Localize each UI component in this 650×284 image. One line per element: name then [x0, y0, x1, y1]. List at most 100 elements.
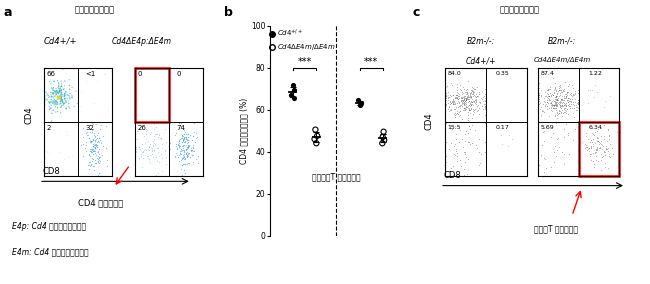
Point: [137, 149, 148, 154]
Point: [480, 87, 490, 91]
Point: [534, 97, 544, 102]
Point: [152, 158, 162, 163]
Point: [142, 70, 153, 74]
Text: 2: 2: [47, 125, 51, 131]
Point: [82, 136, 92, 141]
Point: [555, 82, 566, 87]
Point: [441, 103, 452, 107]
Point: [187, 148, 197, 152]
Point: [546, 93, 556, 97]
Point: [594, 146, 604, 151]
Point: [92, 145, 102, 150]
Point: [458, 101, 469, 105]
Point: [177, 139, 188, 144]
Point: [144, 144, 154, 149]
Point: [179, 143, 189, 147]
Point: [83, 136, 94, 140]
Point: [454, 110, 464, 114]
Point: [179, 154, 190, 158]
Point: [545, 101, 556, 105]
Point: [457, 98, 467, 102]
Point: [44, 79, 55, 84]
Point: [56, 88, 66, 93]
Point: [441, 93, 451, 98]
Point: [93, 131, 103, 136]
Point: [186, 148, 196, 153]
Point: [595, 141, 605, 145]
Point: [560, 122, 571, 126]
Point: [536, 94, 546, 98]
Point: [472, 103, 482, 108]
Point: [450, 101, 460, 106]
Point: [161, 149, 171, 153]
Point: [447, 82, 457, 87]
Point: [180, 130, 190, 134]
Point: [174, 151, 185, 156]
Point: [55, 95, 65, 99]
Point: [89, 142, 99, 147]
Point: [549, 95, 560, 99]
Point: [534, 91, 544, 95]
Point: [80, 145, 90, 150]
Point: [163, 150, 174, 155]
Point: [471, 99, 481, 104]
Point: [163, 138, 174, 143]
Point: [456, 95, 467, 100]
Point: [148, 139, 158, 144]
Point: [544, 97, 554, 102]
Point: [452, 108, 463, 113]
Point: [448, 99, 459, 103]
Point: [53, 97, 64, 101]
Point: [88, 138, 98, 142]
Text: 26: 26: [138, 125, 147, 131]
Point: [93, 153, 103, 158]
Point: [467, 101, 477, 106]
Point: [55, 93, 65, 98]
Point: [156, 136, 166, 141]
Point: [567, 96, 577, 101]
Point: [179, 162, 189, 166]
Point: [144, 144, 154, 149]
Point: [554, 83, 565, 88]
Point: [455, 108, 465, 113]
Point: [592, 128, 602, 133]
Point: [177, 156, 188, 160]
Point: [466, 103, 476, 107]
Point: [47, 95, 57, 99]
Point: [165, 147, 176, 151]
Point: [47, 86, 58, 91]
Point: [46, 106, 56, 110]
Point: [571, 108, 581, 112]
Point: [573, 149, 583, 154]
Text: ***: ***: [298, 57, 311, 66]
Point: [136, 145, 147, 150]
Point: [174, 153, 184, 158]
Point: [590, 95, 600, 99]
Point: [584, 149, 595, 153]
Point: [601, 144, 611, 149]
Point: [557, 89, 567, 93]
Point: [588, 151, 599, 156]
Point: [551, 106, 562, 110]
Point: [571, 100, 582, 105]
Point: [94, 161, 105, 166]
Point: [461, 129, 471, 133]
Point: [176, 149, 186, 154]
Point: [612, 130, 622, 135]
Point: [452, 93, 462, 97]
Point: [181, 141, 192, 145]
Point: [86, 162, 96, 166]
Point: [86, 139, 97, 144]
Point: [480, 150, 490, 154]
Point: [183, 153, 193, 158]
Point: [88, 152, 98, 156]
Point: [53, 95, 63, 100]
Point: [462, 102, 472, 106]
Point: [59, 94, 70, 99]
Point: [181, 145, 192, 149]
Point: [551, 106, 561, 110]
Point: [554, 88, 564, 93]
Point: [471, 145, 482, 150]
Point: [450, 101, 460, 105]
Point: [46, 103, 57, 107]
